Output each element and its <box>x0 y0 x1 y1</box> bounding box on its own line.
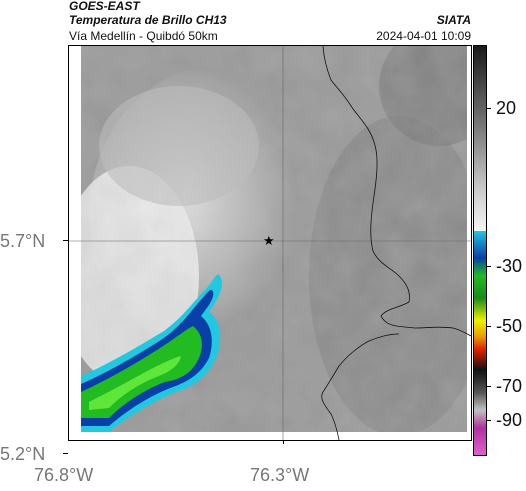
satellite-title: GOES-EAST <box>69 0 140 13</box>
lat-label: 5.2°N <box>0 444 46 464</box>
colorbar-label: -50 <box>496 316 523 336</box>
route-subtitle: Vía Medellín - Quibdó 50km <box>69 29 218 43</box>
colorbar-tick <box>486 326 491 327</box>
satellite-map: ★ <box>68 45 472 441</box>
cloud-lightgreen <box>89 356 181 410</box>
lon-tick <box>283 440 284 444</box>
org-label: SIATA <box>436 13 471 27</box>
datetime-label: 2024-04-01 10:09 <box>376 29 471 43</box>
lon-label: 76.8°W <box>34 465 94 485</box>
boundary-line <box>322 46 471 337</box>
map-svg: ★ <box>69 46 471 440</box>
colorbar-label: -90 <box>496 410 523 430</box>
colorbar-gray <box>474 46 486 231</box>
colorbar <box>473 45 487 456</box>
colorbar-tick <box>486 266 491 267</box>
lon-label: 76.3°W <box>250 465 310 485</box>
colorbar-tick <box>486 386 491 387</box>
lat-tick <box>63 240 68 241</box>
product-title: Temperatura de Brillo CH13 <box>69 13 227 27</box>
lat-tick <box>63 453 68 454</box>
star-icon: ★ <box>263 234 275 249</box>
colorbar-tick <box>486 420 491 421</box>
colorbar-label: -70 <box>496 376 523 396</box>
colorbar-color <box>474 231 486 455</box>
lat-label: 5.7°N <box>0 231 46 251</box>
colorbar-label: -30 <box>496 256 523 276</box>
map-bottom-band <box>69 432 471 440</box>
colorbar-label: 20 <box>496 98 517 118</box>
colorbar-tick <box>486 108 491 109</box>
